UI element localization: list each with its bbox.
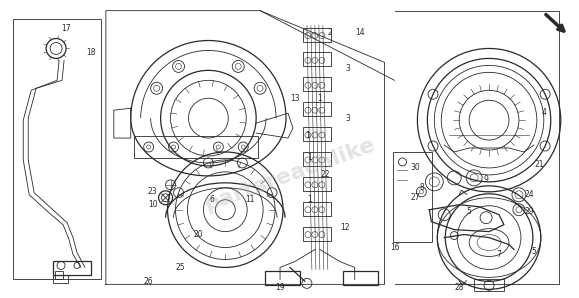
Bar [265,271,300,285]
Bar [53,275,68,283]
Text: 24: 24 [524,190,534,199]
Text: 26: 26 [144,277,153,286]
Bar [474,280,504,291]
Text: 21: 21 [534,160,544,170]
Bar [13,18,101,280]
Text: 3: 3 [345,114,350,123]
Text: 11: 11 [245,195,255,204]
Bar [303,127,331,141]
Text: 14: 14 [355,28,365,37]
Bar [303,177,331,191]
Text: 1: 1 [307,195,312,204]
Text: 29: 29 [524,207,534,216]
Text: 5: 5 [467,207,472,216]
Text: 1: 1 [306,131,310,139]
Text: 12: 12 [340,223,350,232]
Text: 6: 6 [210,195,215,204]
Bar [303,52,331,66]
Bar [303,102,331,116]
Text: 7: 7 [497,250,501,259]
Bar [53,261,91,275]
Text: 18: 18 [86,48,96,57]
Text: 10: 10 [148,200,157,209]
Text: 25: 25 [175,263,185,272]
Text: 13: 13 [290,94,300,103]
Bar [303,227,331,240]
Text: 4: 4 [541,108,546,117]
Text: 27: 27 [411,193,420,202]
Text: 22: 22 [320,170,329,179]
Text: 1: 1 [307,153,312,162]
Text: 16: 16 [391,243,400,252]
Text: 23: 23 [148,187,157,196]
Bar [134,136,258,158]
Bar [393,152,433,242]
Text: 30: 30 [411,163,420,173]
Text: 17: 17 [61,24,71,33]
Text: 9: 9 [483,175,489,184]
Text: 28: 28 [455,283,464,292]
Bar [55,271,63,280]
Bar [303,77,331,91]
Text: partsreachlike: partsreachlike [201,135,378,215]
Bar [303,28,331,41]
Bar [303,202,331,216]
Text: 5: 5 [532,247,536,256]
Text: 3: 3 [345,64,350,73]
Text: 20: 20 [193,230,203,239]
Text: 19: 19 [275,283,285,292]
Text: 2: 2 [328,28,332,37]
Bar [343,271,378,285]
Text: 8: 8 [419,183,424,192]
Text: 1: 1 [317,94,323,103]
Bar [303,152,331,166]
